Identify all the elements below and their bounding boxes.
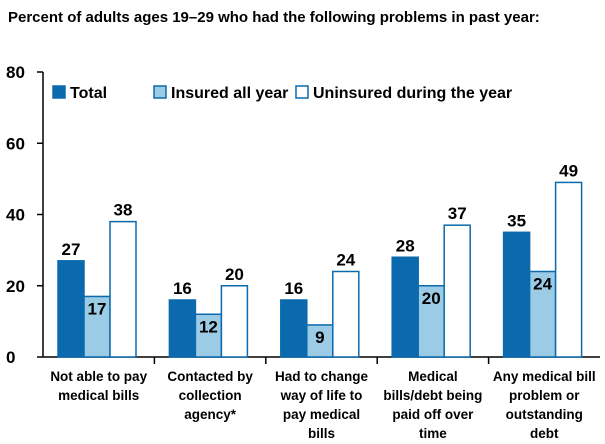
x-category-label: Not able to pay medical bills — [50, 369, 147, 403]
data-label: 24 — [336, 251, 355, 270]
x-category-label: Contacted by collection agency* — [167, 369, 253, 422]
y-tick-label: 80 — [6, 63, 25, 82]
x-category-label: Had to change way of life to pay medical bi… — [275, 369, 369, 441]
legend: Total Insured all year Uninsured during th… — [52, 85, 512, 102]
legend-swatch — [52, 85, 66, 99]
bar — [280, 299, 308, 358]
legend-label: Total — [70, 85, 107, 102]
data-label: 49 — [559, 161, 578, 180]
bar — [528, 270, 557, 358]
data-label: 16 — [173, 279, 192, 298]
bar — [306, 324, 334, 358]
bar — [168, 299, 197, 358]
chart-title: Percent of adults ages 19–29 who had the… — [8, 9, 540, 26]
data-label: 16 — [284, 279, 303, 298]
data-label: 17 — [88, 299, 107, 318]
data-label: 27 — [62, 240, 81, 259]
y-tick-label: 60 — [6, 134, 25, 153]
bar — [220, 285, 249, 358]
y-axis-ticks: 0 20 40 60 80 — [6, 63, 43, 367]
bars — [57, 181, 583, 358]
x-category-label: Any medical bill problem or outstanding deb… — [493, 369, 596, 441]
x-axis-labels: Not able to pay medical bills Contacted by… — [50, 369, 595, 441]
y-tick-label: 20 — [6, 277, 25, 296]
legend-swatch — [295, 85, 309, 99]
data-label: 37 — [448, 204, 467, 223]
y-tick-label: 40 — [6, 206, 25, 225]
data-labels: 27 16 16 28 35 17 12 9 20 24 38 20 24 37 49 — [62, 161, 579, 347]
data-label: 24 — [533, 275, 552, 294]
data-label: 12 — [199, 317, 218, 336]
data-label: 28 — [396, 236, 415, 255]
y-tick-label: 0 — [6, 348, 15, 367]
bar — [109, 220, 137, 358]
data-label: 35 — [507, 211, 526, 230]
data-label: 20 — [422, 289, 441, 308]
data-label: 20 — [225, 265, 244, 284]
bar — [57, 260, 85, 358]
legend-label: Insured all year — [171, 85, 288, 102]
bar — [417, 285, 445, 358]
data-label: 38 — [114, 201, 133, 220]
bar — [554, 181, 583, 358]
bar — [332, 270, 360, 358]
data-label: 9 — [315, 328, 324, 347]
bar — [502, 231, 531, 358]
bar — [391, 256, 419, 358]
legend-label: Uninsured during the year — [313, 85, 512, 102]
bar — [443, 224, 471, 358]
legend-swatch — [153, 85, 167, 99]
x-category-label: Medical bills/debt being paid off over time — [383, 369, 482, 441]
